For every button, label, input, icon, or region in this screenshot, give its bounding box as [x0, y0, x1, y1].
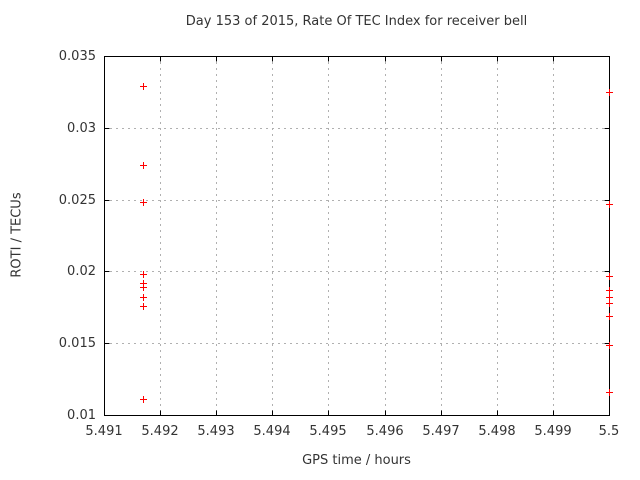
y-tick-label: 0.015: [59, 336, 96, 351]
x-tick-label: 5.496: [366, 424, 403, 439]
y-axis-label: ROTI / TECUs: [9, 192, 25, 278]
x-tick-label: 5.498: [478, 424, 515, 439]
chart-title: Day 153 of 2015, Rate Of TEC Index for r…: [185, 14, 528, 29]
x-tick-label: 5.495: [309, 424, 346, 439]
x-tick-label: 5.492: [141, 424, 178, 439]
x-tick-label: 5.493: [197, 424, 234, 439]
y-tick-label: 0.035: [59, 49, 96, 64]
x-tick-label: 5.494: [253, 424, 290, 439]
plot-border: [104, 56, 610, 416]
y-tick-label: 0.03: [67, 121, 96, 136]
y-tick-label: 0.02: [67, 264, 96, 279]
x-tick-label: 5.491: [85, 424, 122, 439]
x-tick-label: 5.499: [534, 424, 571, 439]
x-tick-label: 5.5: [599, 424, 620, 439]
x-axis-label: GPS time / hours: [302, 453, 411, 468]
x-tick-label: 5.497: [422, 424, 459, 439]
y-tick-label: 0.01: [67, 408, 96, 423]
y-tick-label: 0.025: [59, 193, 96, 208]
